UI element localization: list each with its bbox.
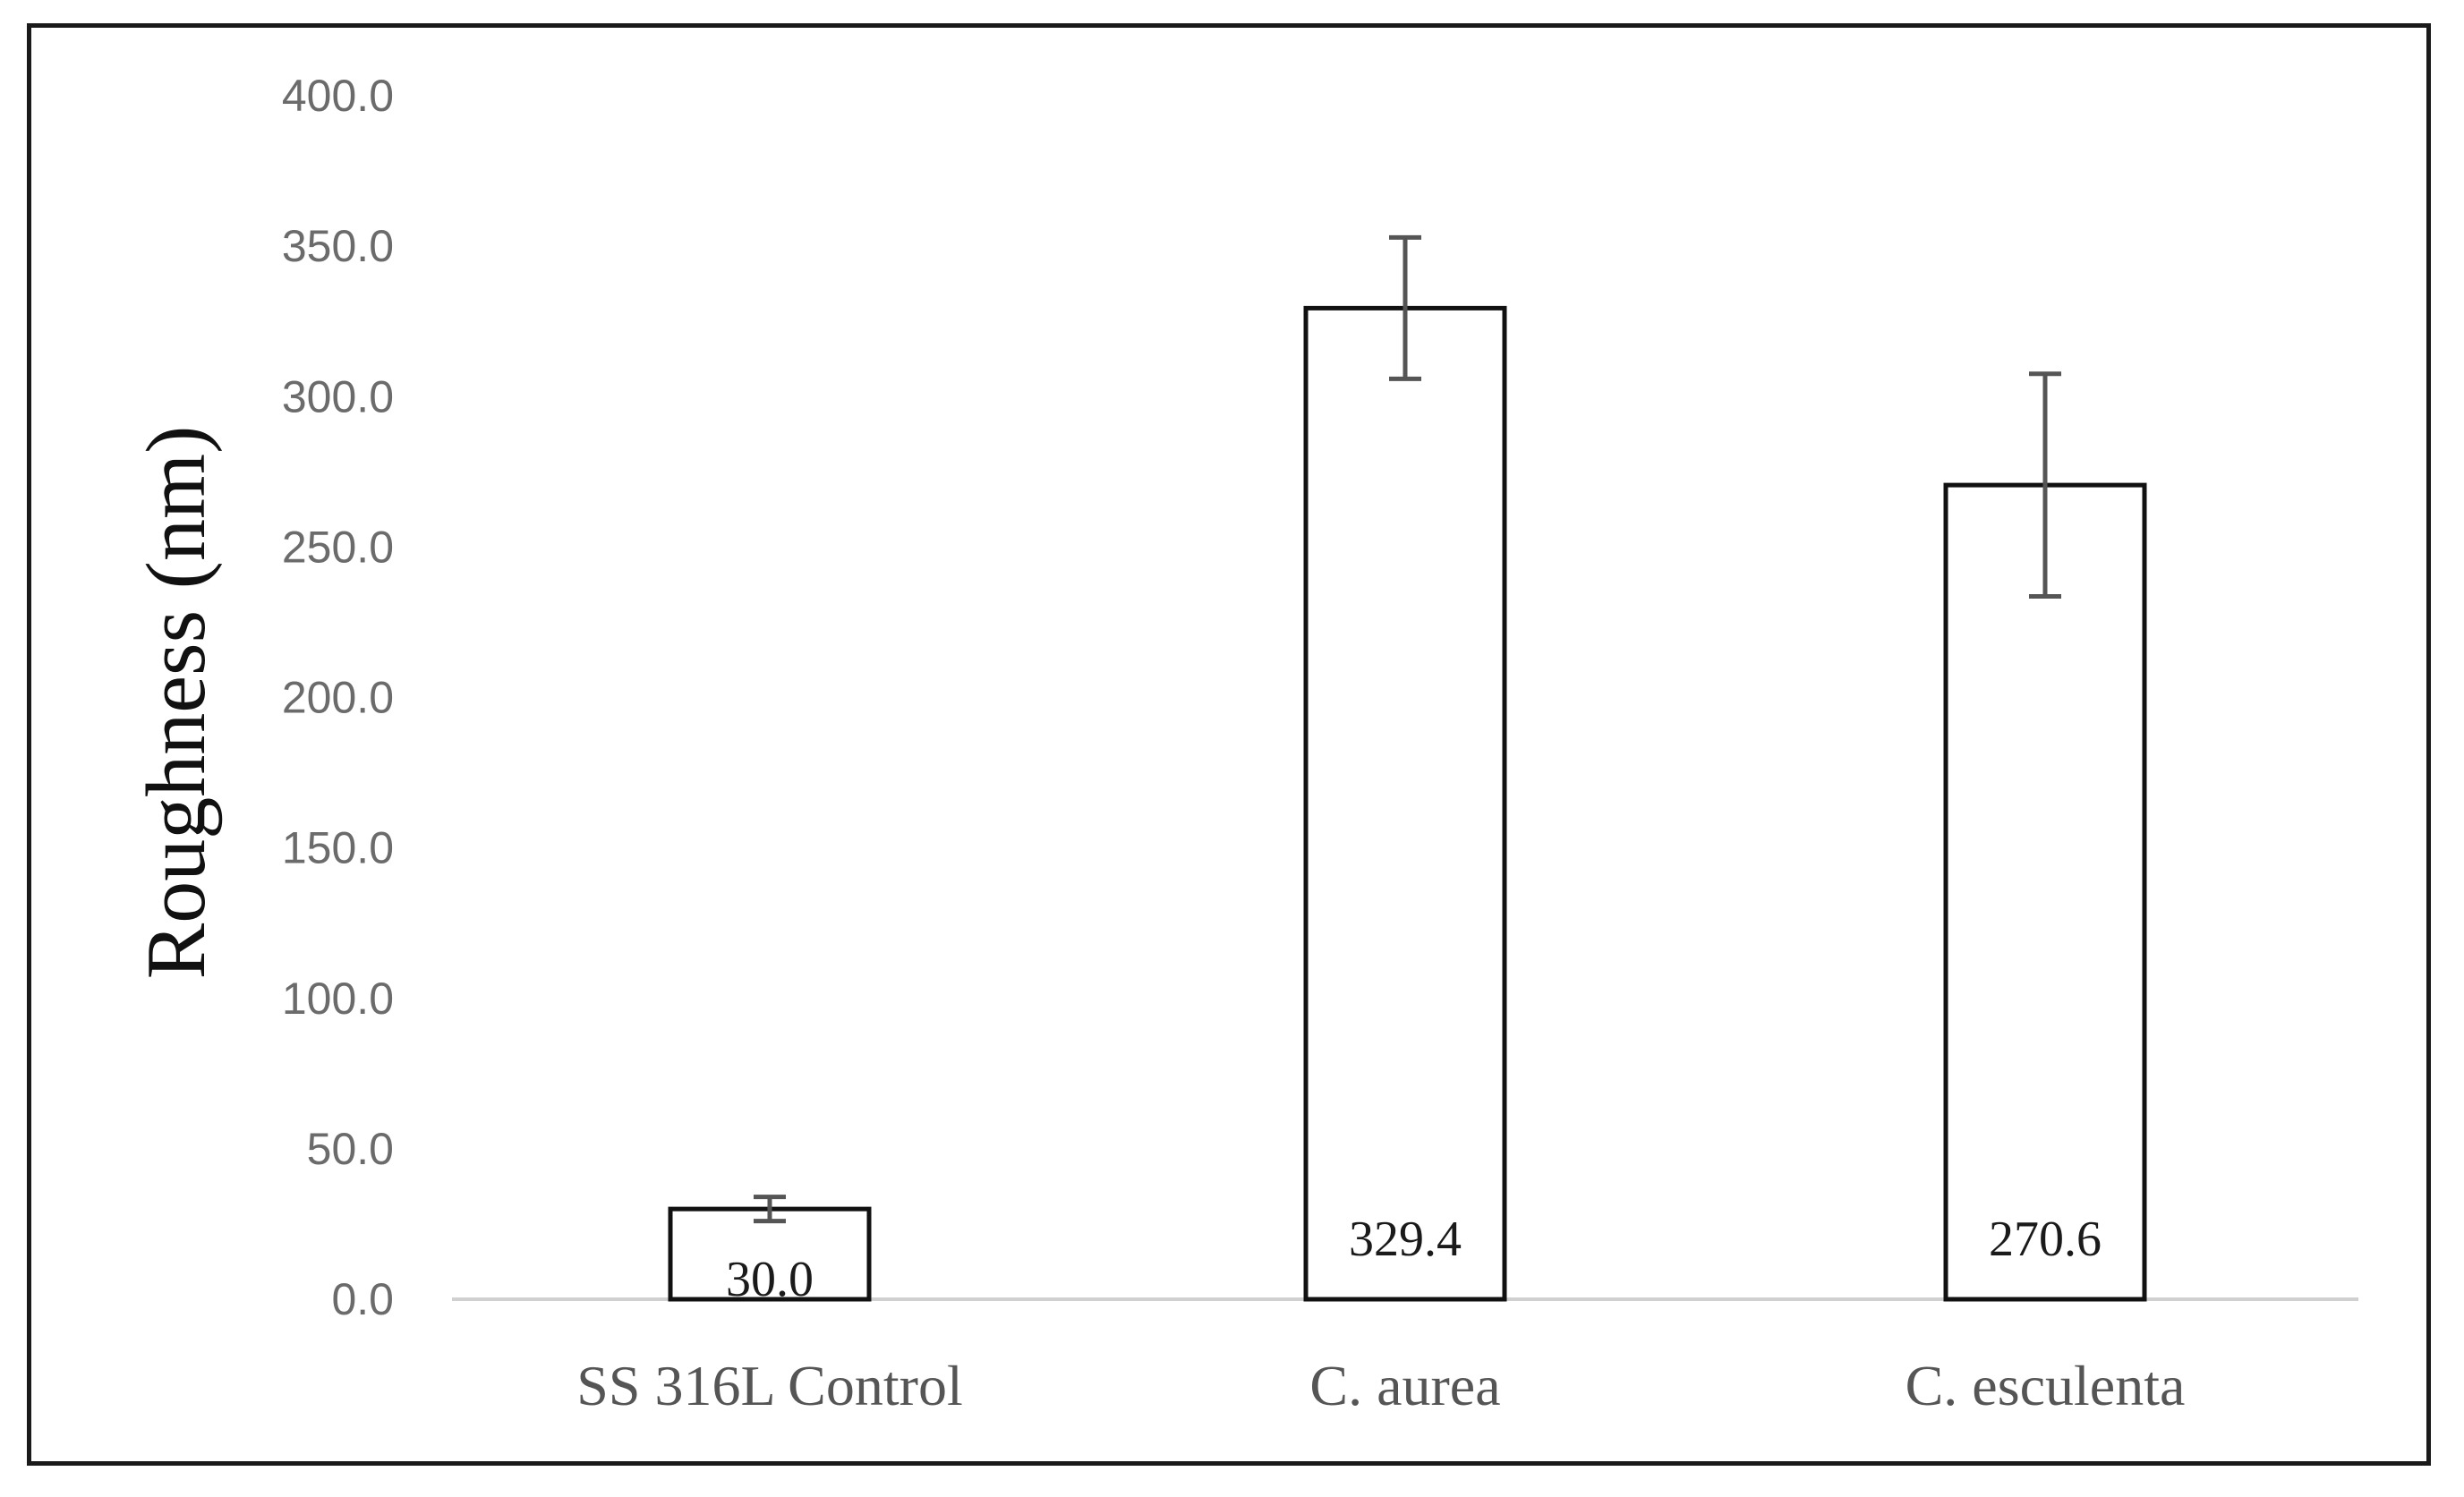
x-tick-label: C. esculenta: [1906, 1354, 2186, 1417]
x-tick-label: C. aurea: [1309, 1354, 1500, 1417]
y-tick-label: 300.0: [282, 371, 394, 421]
bar: [1303, 305, 1507, 1302]
data-label: 30.0: [726, 1252, 814, 1307]
y-tick-label: 50.0: [307, 1124, 394, 1174]
y-tick-label: 100.0: [282, 974, 394, 1024]
y-tick-label: 400.0: [282, 71, 394, 121]
y-tick-label: 150.0: [282, 823, 394, 873]
y-axis-label: Roughness (nm): [130, 426, 223, 980]
bar: [1943, 482, 2147, 1302]
data-labels: 30.0 329.4 270.6: [726, 1212, 2102, 1307]
x-tick-label: SS 316L Control: [576, 1354, 962, 1417]
y-tick-label: 350.0: [282, 221, 394, 271]
bar: [668, 1206, 872, 1302]
error-bars: [754, 234, 2061, 1224]
y-tick-labels: 0.0 50.0 100.0 150.0 200.0 250.0 300.0 350.0 400…: [282, 71, 394, 1324]
bars: [668, 305, 2147, 1302]
y-tick-label: 0.0: [331, 1274, 394, 1324]
y-tick-label: 250.0: [282, 522, 394, 572]
x-tick-labels: SS 316L Control C. aurea C. esculenta: [576, 1354, 2185, 1417]
y-tick-label: 200.0: [282, 673, 394, 723]
data-label: 329.4: [1349, 1212, 1462, 1267]
data-label: 270.6: [1989, 1212, 2102, 1267]
